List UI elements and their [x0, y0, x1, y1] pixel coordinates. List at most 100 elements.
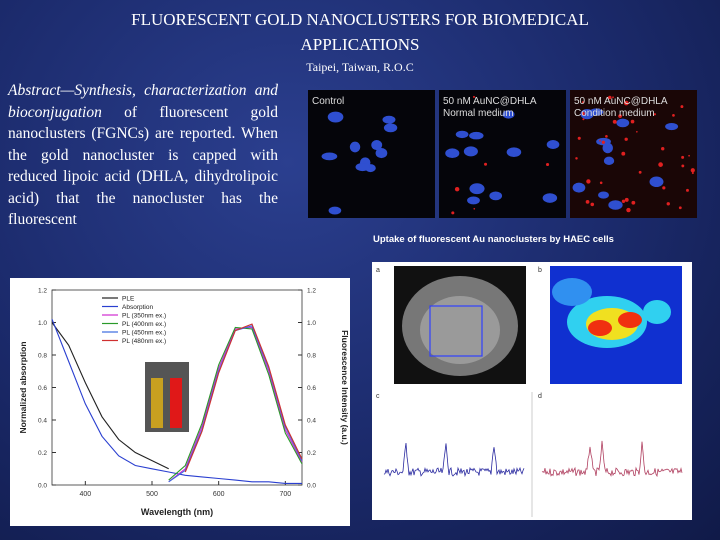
y2-tick-label: 0.8: [307, 353, 316, 360]
cell-nucleus: [469, 183, 485, 195]
fluorescent-dot: [575, 157, 578, 160]
panel-label: Normal medium: [443, 108, 514, 119]
panel-label: Control: [312, 96, 344, 107]
vial: [151, 378, 163, 428]
fluorescent-dot: [636, 130, 638, 133]
y-tick-label: 1.2: [38, 288, 47, 295]
panel-label: 50 nM AuNC@DHLA: [574, 96, 668, 107]
x-tick-label: 700: [279, 491, 291, 498]
spectra-chart: 0.0 0.2 0.4 0.6 0.8 1.0 1.2 0.0 0.2 0.4 0.6 0.8 1.0 1…: [10, 278, 350, 526]
fluorescent-dot: [686, 188, 689, 192]
fluorescent-dot: [582, 118, 585, 121]
fluorescent-dot: [691, 172, 694, 175]
cell-nucleus: [608, 200, 623, 210]
fluorescent-dot: [621, 199, 626, 204]
x-tick-label: 500: [146, 491, 158, 498]
cell-nucleus: [327, 111, 344, 123]
cell-nucleus: [382, 115, 396, 124]
fluorescent-dot: [680, 105, 684, 109]
fluorescent-dot: [630, 119, 635, 124]
brain-inner: [420, 296, 500, 364]
fluorescent-dot: [545, 162, 550, 167]
y-tick-label: 0.0: [38, 483, 47, 490]
heat-spot: [552, 278, 592, 306]
fluorescent-dot: [451, 211, 455, 215]
cell-nucleus: [572, 182, 586, 193]
y2-axis-label: Fluorescence Intensity (a.u.): [340, 330, 350, 445]
legend-label: Absorption: [122, 304, 153, 311]
waveform: [541, 440, 683, 478]
legend-label: PL (480nm ex.): [122, 338, 166, 345]
cell-nucleus: [546, 140, 560, 149]
cell-nucleus: [445, 148, 460, 159]
cell-nucleus: [328, 206, 342, 215]
fluorescent-dot: [618, 114, 622, 118]
panel-letter: b: [538, 267, 542, 274]
fluorescent-dot: [599, 139, 601, 142]
fluorescent-dot: [688, 154, 690, 157]
y2-tick-label: 1.2: [307, 288, 316, 295]
heat-spot: [618, 312, 642, 328]
cell-nucleus: [616, 118, 630, 128]
fluorescent-dot: [623, 100, 629, 106]
fluorescent-dot: [581, 101, 585, 104]
y-tick-label: 1.0: [38, 320, 47, 327]
fluorescent-dot: [653, 113, 657, 116]
abstract: Abstract—Synthesis, characterization and…: [8, 80, 278, 231]
fluorescent-dot: [621, 151, 626, 156]
fluorescent-dot: [690, 168, 695, 173]
y-tick-label: 0.2: [38, 450, 47, 457]
cell-nucleus: [467, 196, 480, 205]
cell-nucleus: [455, 130, 469, 139]
y2-tick-label: 1.0: [307, 320, 316, 327]
abstract-body: of fluorescent gold nanoclusters (FGNCs)…: [8, 103, 279, 229]
panel-letter: c: [376, 393, 380, 400]
legend-label: PL (350nm ex.): [122, 312, 166, 319]
cell-nucleus: [349, 141, 361, 153]
cell-nucleus: [598, 191, 610, 199]
fluorescent-dot: [626, 207, 631, 213]
fluorescent-dot: [672, 114, 675, 117]
location: Taipei, Taiwan, R.O.C: [306, 60, 414, 74]
x-tick-label: 400: [79, 491, 91, 498]
mri-figure: a b c d: [372, 262, 692, 520]
roi-box: [429, 305, 483, 357]
cell-nucleus: [589, 108, 604, 116]
fluorescent-dot: [612, 96, 614, 99]
fluorescent-dot: [577, 136, 581, 140]
legend-label: PL (450nm ex.): [122, 329, 166, 336]
panel-letter: a: [376, 267, 380, 274]
cell-nucleus: [469, 131, 484, 140]
panel-letter: d: [538, 393, 542, 400]
fluorescent-dot: [662, 186, 666, 190]
heat-spot: [588, 320, 612, 336]
fluorescent-dot: [681, 155, 685, 159]
caption: Uptake of fluorescent Au nanoclusters by…: [373, 234, 614, 245]
abstract-lead: Abstract—Synthesis, characterization and…: [8, 82, 278, 121]
cell-nucleus: [542, 193, 558, 203]
heat-spot: [643, 300, 671, 324]
cell-nucleus: [383, 123, 398, 133]
cell-nucleus: [355, 162, 370, 172]
fluorescent-dot: [681, 164, 685, 168]
x-tick-label: 600: [213, 491, 225, 498]
fluorescent-dot: [631, 200, 636, 205]
cell-nucleus: [463, 146, 478, 157]
waveform: [383, 442, 525, 478]
fluorescent-dot: [581, 111, 585, 116]
cell-nucleus: [371, 139, 383, 151]
y2-tick-label: 0.0: [307, 483, 316, 490]
fluorescent-dot: [608, 95, 612, 100]
fluorescent-dot: [658, 162, 663, 167]
cell-nucleus: [665, 122, 679, 131]
panel-label: Condition medium: [574, 108, 655, 119]
cell-nucleus: [375, 148, 388, 159]
fluorescent-dot: [624, 197, 629, 202]
series-line: [168, 326, 303, 481]
cell-nucleus: [649, 176, 664, 188]
fluorescent-dot: [586, 179, 591, 184]
y2-tick-label: 0.4: [307, 418, 316, 425]
fluorescent-dot: [612, 119, 617, 124]
series-line: [168, 326, 303, 483]
fluorescent-dot: [590, 202, 595, 207]
